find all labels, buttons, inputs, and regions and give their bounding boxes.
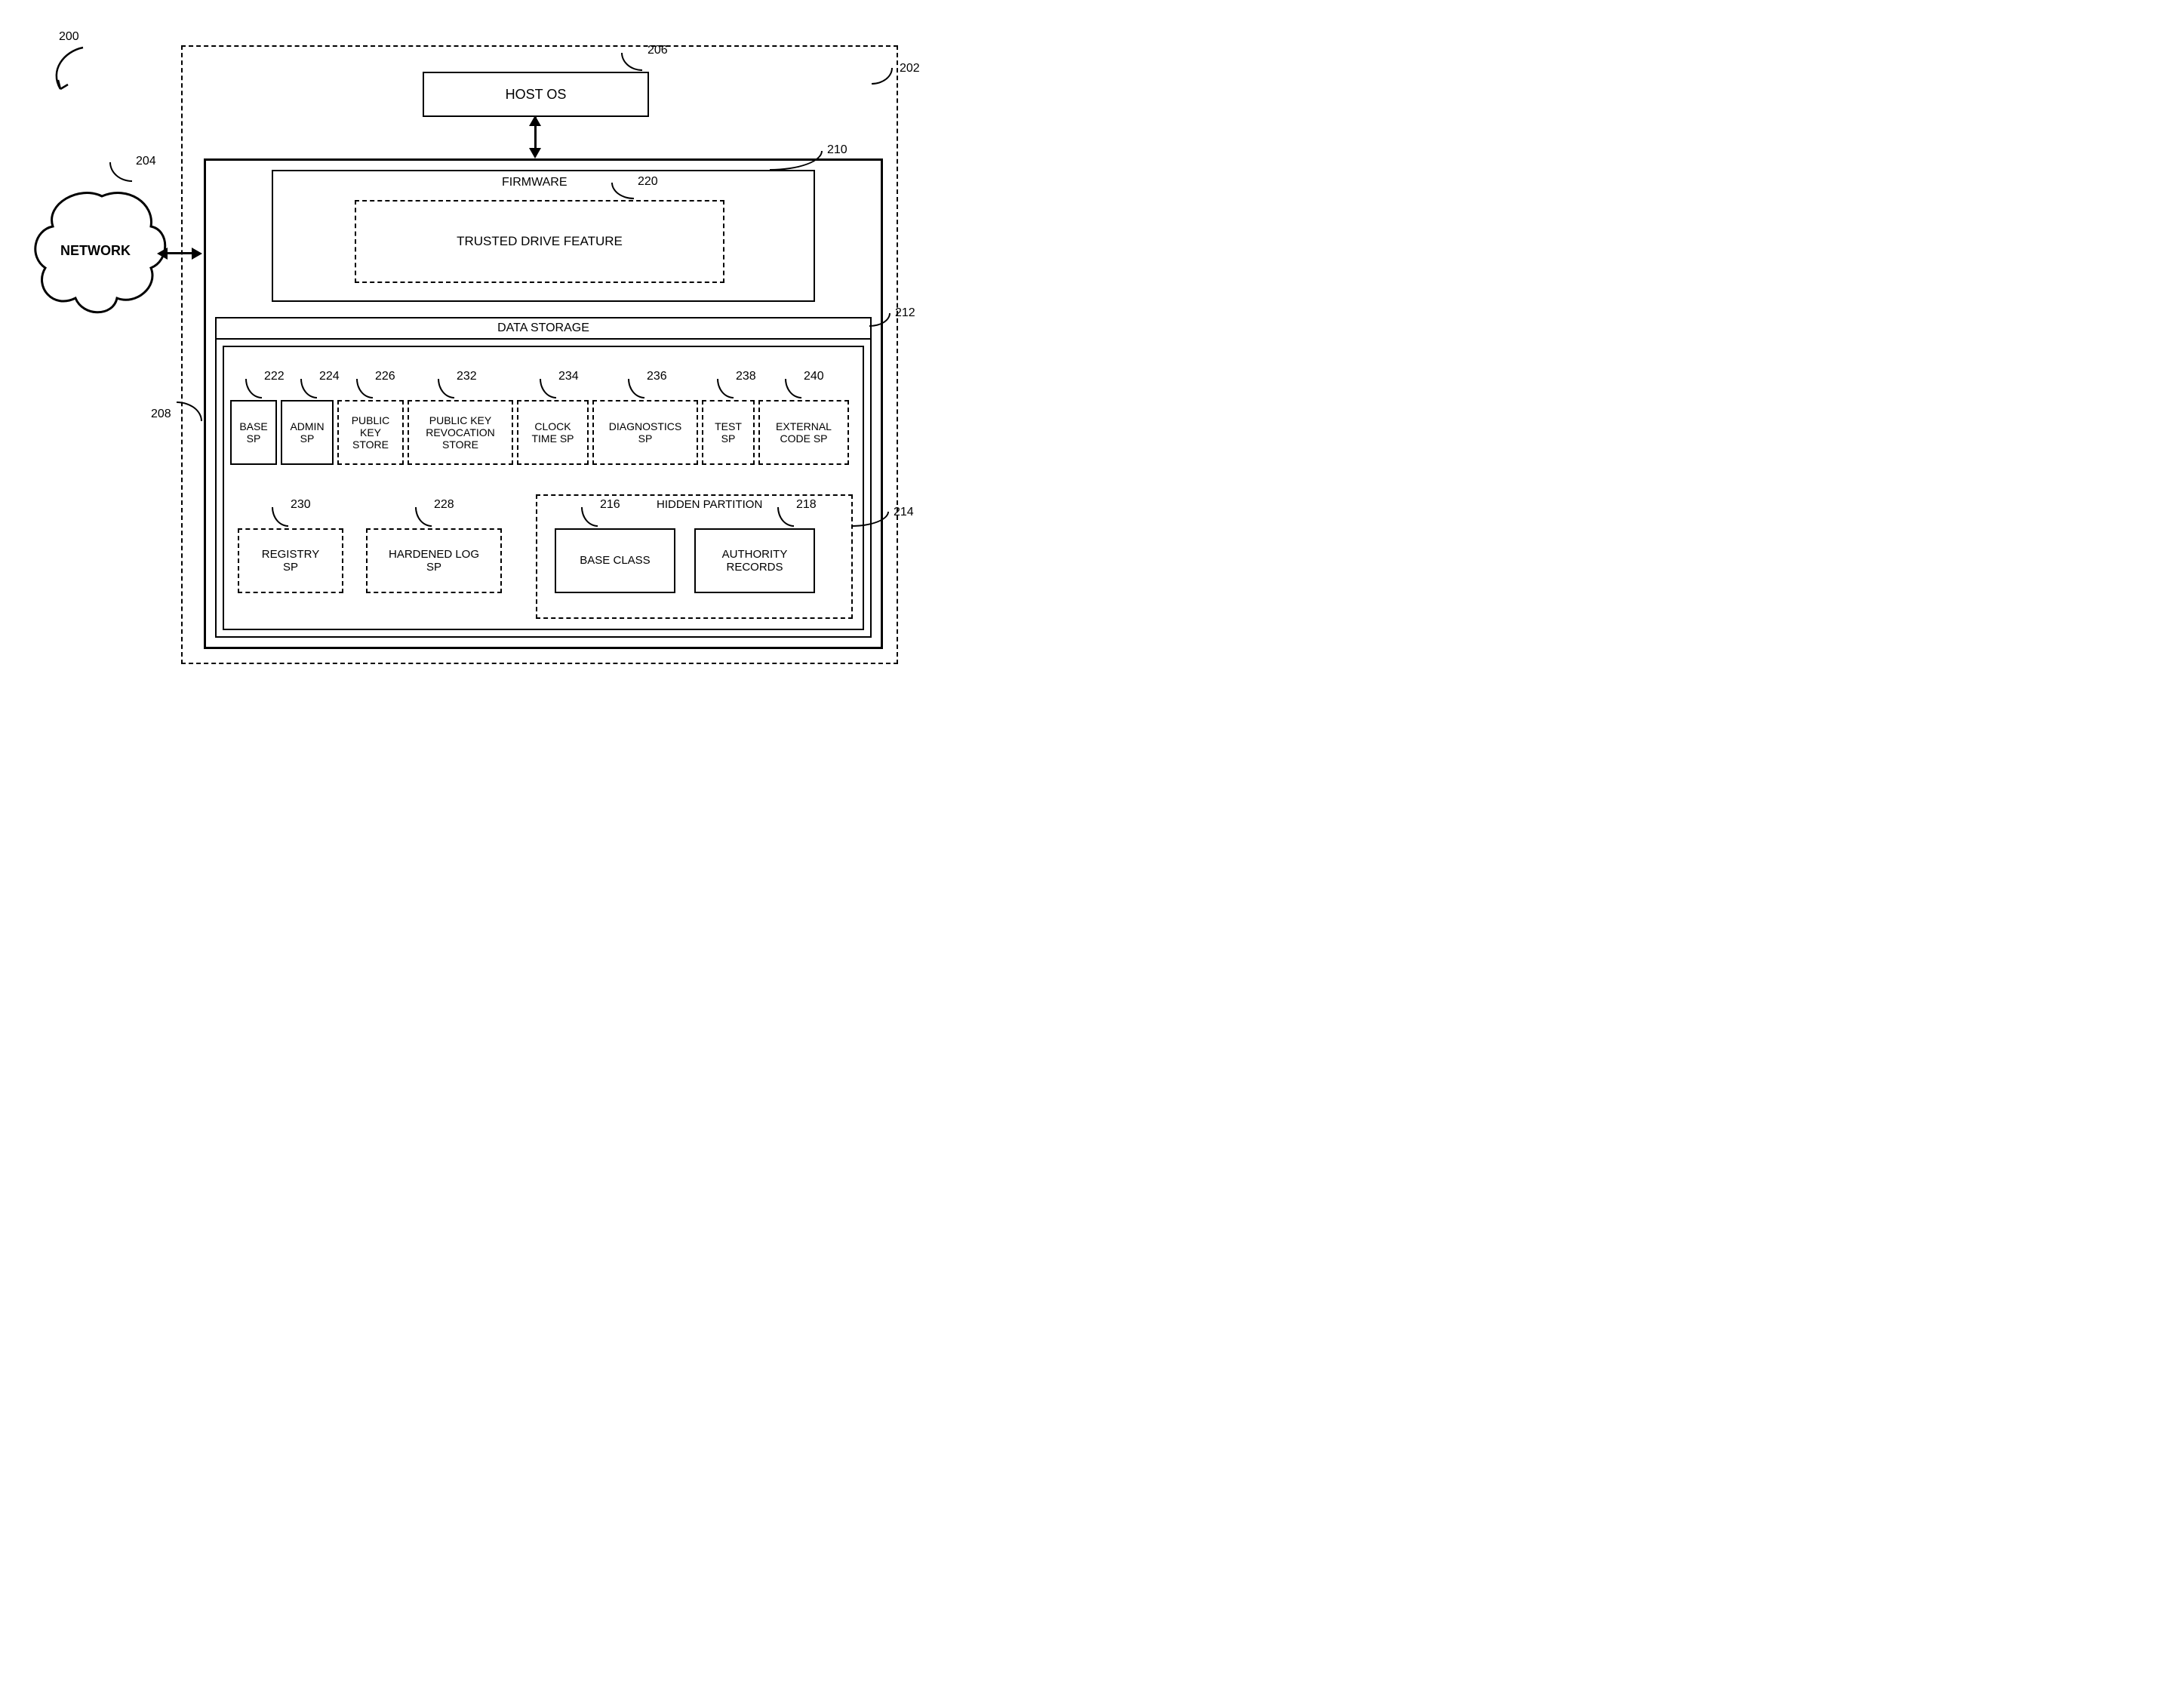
arrow-network-host <box>165 252 195 254</box>
network-label: NETWORK <box>60 243 131 259</box>
base-sp-label: BASE SP <box>239 420 267 445</box>
base-class-box: BASE CLASS <box>555 528 675 593</box>
leader-204 <box>109 162 132 182</box>
diag-box: DIAGNOSTICS SP <box>592 400 698 465</box>
registry-box: REGISTRY SP <box>238 528 343 593</box>
ext-box: EXTERNAL CODE SP <box>758 400 849 465</box>
network-cloud: NETWORK <box>30 181 174 325</box>
ref-228: 228 <box>434 498 454 512</box>
ref-220: 220 <box>638 175 658 189</box>
ref-234: 234 <box>558 370 579 383</box>
clock-box: CLOCK TIME SP <box>517 400 589 465</box>
ref-202: 202 <box>900 62 920 75</box>
base-class-label: BASE CLASS <box>580 554 650 567</box>
arrowhead-left-1 <box>157 248 168 260</box>
data-storage-label: DATA STORAGE <box>497 322 589 334</box>
clock-label: CLOCK TIME SP <box>531 420 574 445</box>
pk-store-label: PUBLIC KEY STORE <box>352 414 390 451</box>
ref-216: 216 <box>600 498 620 512</box>
ref-214: 214 <box>894 506 914 519</box>
ref-212: 212 <box>895 306 915 320</box>
base-sp-box: BASE SP <box>230 400 277 465</box>
arrowhead-down-1 <box>529 148 541 158</box>
ref-222: 222 <box>264 370 285 383</box>
ref-208: 208 <box>151 408 171 421</box>
curl-200 <box>42 44 94 97</box>
ref-230: 230 <box>291 498 311 512</box>
tdf-label: TRUSTED DRIVE FEATURE <box>457 234 623 249</box>
admin-sp-label: ADMIN SP <box>290 420 324 445</box>
ref-218: 218 <box>796 498 817 512</box>
ext-label: EXTERNAL CODE SP <box>776 420 832 445</box>
ref-200: 200 <box>59 30 79 44</box>
pk-store-box: PUBLIC KEY STORE <box>337 400 404 465</box>
auth-rec-box: AUTHORITY RECORDS <box>694 528 815 593</box>
host-os-label: HOST OS <box>506 87 567 103</box>
ref-206: 206 <box>648 44 668 57</box>
ref-238: 238 <box>736 370 756 383</box>
auth-rec-label: AUTHORITY RECORDS <box>722 548 788 574</box>
test-label: TEST SP <box>715 420 742 445</box>
ref-226: 226 <box>375 370 395 383</box>
ref-236: 236 <box>647 370 667 383</box>
test-box: TEST SP <box>702 400 755 465</box>
pk-rev-label: PUBLIC KEY REVOCATION STORE <box>426 414 495 451</box>
diagram-root: 200 202 HOST OS 206 NETWORK 204 208 FIRM… <box>30 30 906 672</box>
arrowhead-up-1 <box>529 115 541 126</box>
tdf-box: TRUSTED DRIVE FEATURE <box>355 200 724 283</box>
firmware-label: FIRMWARE <box>502 176 568 189</box>
pk-rev-box: PUBLIC KEY REVOCATION STORE <box>408 400 513 465</box>
diag-label: DIAGNOSTICS SP <box>609 420 681 445</box>
ref-224: 224 <box>319 370 340 383</box>
data-storage-title: DATA STORAGE <box>217 318 870 340</box>
ref-240: 240 <box>804 370 824 383</box>
admin-sp-box: ADMIN SP <box>281 400 334 465</box>
host-os-box: HOST OS <box>423 72 649 117</box>
hlog-box: HARDENED LOG SP <box>366 528 502 593</box>
arrowhead-right-1 <box>192 248 202 260</box>
ref-232: 232 <box>457 370 477 383</box>
hlog-label: HARDENED LOG SP <box>389 548 479 574</box>
ref-210: 210 <box>827 143 847 157</box>
ref-204: 204 <box>136 155 156 168</box>
registry-label: REGISTRY SP <box>262 548 319 574</box>
hidden-part-label: HIDDEN PARTITION <box>657 498 762 511</box>
